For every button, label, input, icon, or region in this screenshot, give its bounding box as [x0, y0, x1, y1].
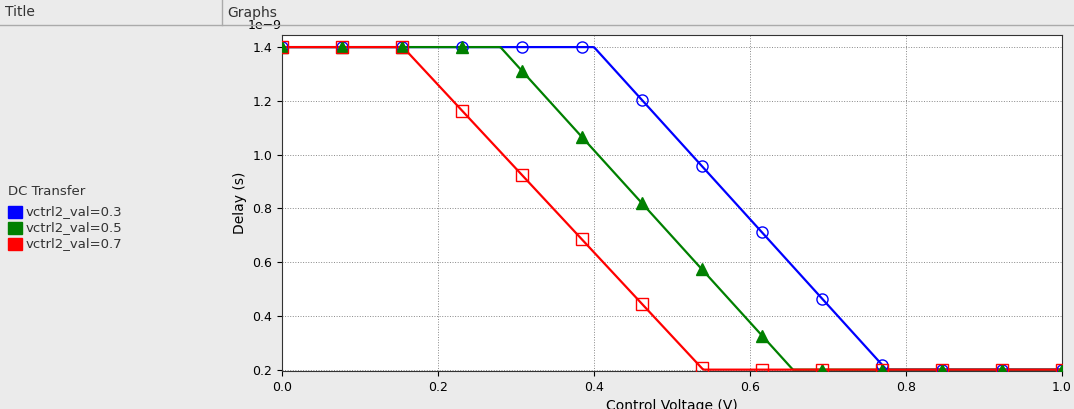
Text: 1e−9: 1e−9: [247, 19, 281, 31]
Text: Title: Title: [5, 5, 34, 20]
FancyBboxPatch shape: [8, 222, 21, 234]
Text: vctrl2_val=0.5: vctrl2_val=0.5: [26, 221, 122, 234]
FancyBboxPatch shape: [8, 206, 21, 218]
Y-axis label: Delay (s): Delay (s): [233, 172, 247, 234]
FancyBboxPatch shape: [8, 238, 21, 250]
Text: vctrl2_val=0.3: vctrl2_val=0.3: [26, 205, 122, 218]
X-axis label: Control Voltage (V): Control Voltage (V): [606, 399, 738, 409]
Text: Graphs: Graphs: [227, 5, 277, 20]
Text: DC Transfer: DC Transfer: [8, 185, 85, 198]
Text: vctrl2_val=0.7: vctrl2_val=0.7: [26, 237, 122, 250]
